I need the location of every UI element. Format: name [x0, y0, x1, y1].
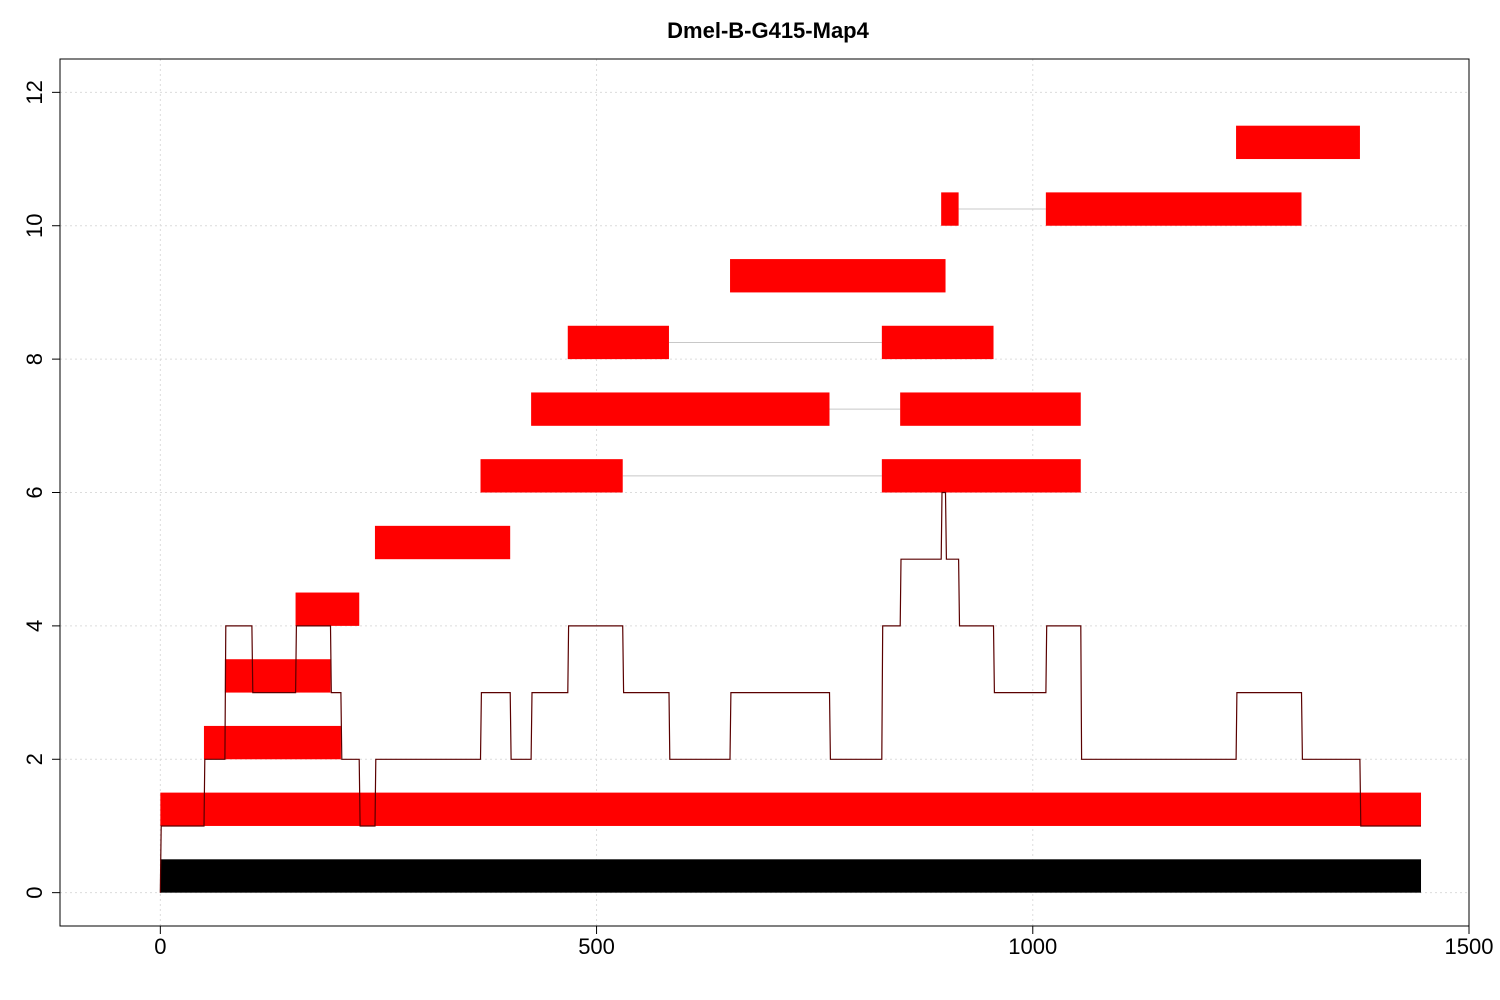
- y-tick-label: 8: [22, 353, 47, 365]
- x-tick-label: 500: [578, 934, 615, 959]
- read-segment: [480, 459, 623, 493]
- x-tick-label: 1500: [1445, 934, 1494, 959]
- x-tick-label: 0: [154, 934, 166, 959]
- read-segment: [160, 792, 1422, 826]
- read-segment: [224, 659, 331, 693]
- read-segment: [881, 459, 1081, 493]
- reference-layer: [160, 859, 1422, 893]
- read-segment: [730, 259, 946, 293]
- reference-bar: [160, 859, 1422, 893]
- x-axis: 0 500 1000 1500: [154, 925, 1494, 959]
- read-segment: [531, 392, 830, 426]
- read-segment: [374, 525, 511, 560]
- x-tick-label: 1000: [1008, 934, 1057, 959]
- read-segment: [567, 325, 669, 360]
- y-tick-label: 4: [22, 620, 47, 632]
- read-segment: [1236, 125, 1360, 160]
- read-segment: [203, 725, 341, 760]
- y-tick-label: 0: [22, 887, 47, 899]
- y-tick-label: 2: [22, 753, 47, 765]
- y-axis: 0 2 4 6 8 10 12: [22, 80, 61, 899]
- chart-title: Dmel-B-G415-Map4: [667, 18, 869, 43]
- reads-layer: [160, 125, 1422, 826]
- connector-layer: [622, 208, 1046, 477]
- read-segment: [1045, 192, 1302, 226]
- y-tick-label: 12: [22, 80, 47, 104]
- read-segment: [881, 325, 994, 360]
- coverage-line: [159, 491, 1421, 893]
- coverage-layer: [159, 491, 1421, 893]
- y-tick-label: 6: [22, 486, 47, 498]
- read-segment: [941, 192, 959, 226]
- y-tick-label: 10: [22, 213, 47, 237]
- read-segment: [295, 592, 360, 626]
- read-segment: [900, 392, 1081, 426]
